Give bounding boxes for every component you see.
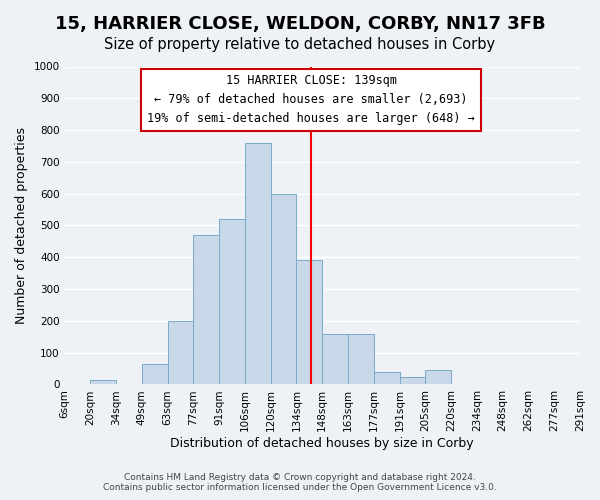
Bar <box>142 364 167 384</box>
Bar <box>374 372 400 384</box>
Bar <box>167 321 193 384</box>
Text: 15 HARRIER CLOSE: 139sqm
← 79% of detached houses are smaller (2,693)
19% of sem: 15 HARRIER CLOSE: 139sqm ← 79% of detach… <box>148 74 475 126</box>
X-axis label: Distribution of detached houses by size in Corby: Distribution of detached houses by size … <box>170 437 474 450</box>
Bar <box>245 143 271 384</box>
Text: 15, HARRIER CLOSE, WELDON, CORBY, NN17 3FB: 15, HARRIER CLOSE, WELDON, CORBY, NN17 3… <box>55 15 545 33</box>
Bar <box>296 260 322 384</box>
Bar <box>425 370 451 384</box>
Bar <box>322 334 348 384</box>
Text: Size of property relative to detached houses in Corby: Size of property relative to detached ho… <box>104 38 496 52</box>
Bar <box>400 376 425 384</box>
Text: Contains HM Land Registry data © Crown copyright and database right 2024.
Contai: Contains HM Land Registry data © Crown c… <box>103 473 497 492</box>
Bar <box>219 219 245 384</box>
Y-axis label: Number of detached properties: Number of detached properties <box>15 127 28 324</box>
Bar <box>348 334 374 384</box>
Bar <box>271 194 296 384</box>
Bar <box>193 235 219 384</box>
Bar <box>91 380 116 384</box>
